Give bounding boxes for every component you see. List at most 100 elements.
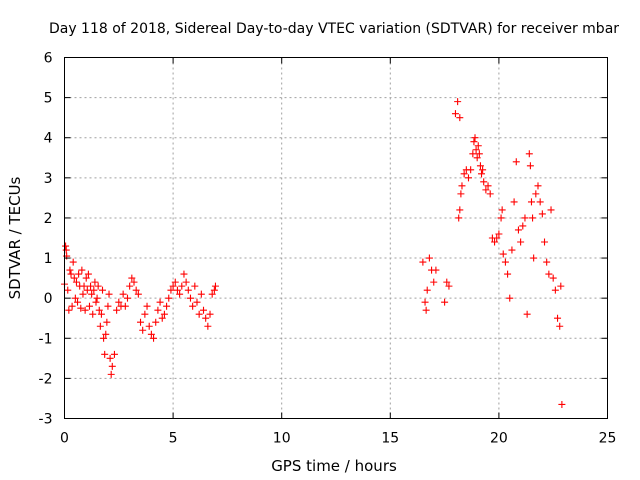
data-point: [208, 290, 216, 298]
data-point: [482, 186, 490, 194]
data-point: [451, 110, 459, 118]
data-point: [102, 330, 110, 338]
data-point: [100, 334, 108, 342]
data-point: [471, 134, 479, 142]
data-point: [541, 238, 549, 246]
x-tick-label: 15: [381, 431, 399, 447]
data-point: [130, 278, 138, 286]
data-point: [526, 162, 534, 170]
data-point: [123, 294, 131, 302]
data-point: [480, 178, 488, 186]
data-point: [70, 274, 78, 282]
data-point: [113, 306, 121, 314]
data-point: [530, 254, 538, 262]
data-point: [77, 304, 85, 312]
axis-ticks: 0 5 10 15 20 25 -3 -2 -1 0 1 2 3 4 5 6: [39, 51, 617, 447]
data-point: [510, 198, 518, 206]
data-point: [421, 298, 429, 306]
data-point: [430, 278, 438, 286]
y-tick-label: 6: [44, 51, 53, 67]
x-tick-label: 25: [599, 431, 617, 447]
x-tick-label: 0: [60, 431, 69, 447]
data-point: [139, 326, 147, 334]
data-point: [495, 230, 503, 238]
data-point: [147, 330, 155, 338]
data-point: [132, 286, 140, 294]
data-point: [189, 302, 197, 310]
data-point: [150, 334, 158, 342]
data-point: [532, 190, 540, 198]
data-point: [186, 294, 194, 302]
data-point: [71, 294, 79, 302]
data-point: [556, 322, 564, 330]
data-point: [501, 258, 509, 266]
data-point: [80, 282, 88, 290]
data-point: [538, 210, 546, 218]
data-point: [89, 310, 97, 318]
data-point: [202, 314, 210, 322]
y-tick-label: 3: [44, 171, 53, 187]
data-point: [108, 362, 116, 370]
data-point: [107, 370, 115, 378]
y-tick-label: -2: [39, 371, 53, 387]
data-point: [551, 286, 559, 294]
data-point: [455, 214, 463, 222]
data-point: [105, 290, 113, 298]
x-tick-label: 20: [490, 431, 508, 447]
data-point: [158, 314, 166, 322]
y-tick-label: 1: [44, 251, 53, 267]
data-point: [83, 286, 91, 294]
data-point: [167, 286, 175, 294]
data-point: [486, 190, 494, 198]
data-point: [514, 226, 522, 234]
data-point: [512, 158, 520, 166]
data-point: [106, 354, 114, 362]
data-point: [549, 274, 557, 282]
x-axis-label: GPS time / hours: [271, 457, 397, 475]
data-point: [425, 254, 433, 262]
data-point: [467, 166, 475, 174]
data-point: [68, 302, 76, 310]
data-point: [536, 198, 544, 206]
data-point: [126, 282, 134, 290]
data-point: [79, 290, 87, 298]
data-point: [504, 270, 512, 278]
data-point: [472, 146, 480, 154]
data-point: [454, 98, 462, 106]
chart-title: Day 118 of 2018, Sidereal Day-to-day VTE…: [49, 21, 619, 37]
data-point: [96, 322, 104, 330]
y-tick-label: 5: [44, 91, 53, 107]
data-point: [66, 266, 74, 274]
data-point: [506, 294, 514, 302]
y-tick-label: 0: [44, 291, 53, 307]
y-tick-label: -1: [39, 331, 53, 347]
data-point: [91, 278, 99, 286]
data-point: [143, 302, 151, 310]
data-point: [75, 270, 83, 278]
data-point: [145, 322, 153, 330]
data-point: [141, 310, 149, 318]
data-point: [67, 270, 75, 278]
data-point: [152, 318, 160, 326]
data-point: [479, 166, 487, 174]
data-point: [519, 222, 527, 230]
data-point: [498, 206, 506, 214]
data-point: [470, 138, 478, 146]
data-point: [458, 182, 466, 190]
data-point: [128, 274, 136, 282]
data-point: [547, 206, 555, 214]
data-point: [517, 238, 525, 246]
data-point: [545, 270, 553, 278]
data-point: [193, 298, 201, 306]
data-point: [491, 238, 499, 246]
data-point: [169, 282, 177, 290]
data-point: [156, 298, 164, 306]
x-tick-label: 10: [273, 431, 291, 447]
data-points: [61, 98, 566, 408]
data-point: [163, 302, 171, 310]
data-point: [554, 314, 562, 322]
data-point: [423, 286, 431, 294]
data-point: [92, 298, 100, 306]
data-point: [184, 286, 192, 294]
data-point: [508, 246, 516, 254]
